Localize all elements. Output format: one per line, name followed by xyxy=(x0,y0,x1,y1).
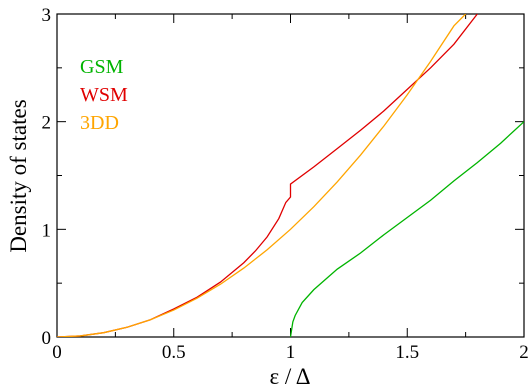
legend-entry-gsm: GSM xyxy=(80,56,124,78)
series-line-3dd xyxy=(57,14,467,337)
plot-frame xyxy=(56,13,525,338)
legend-entry-wsm: WSM xyxy=(80,84,128,106)
y-tick-label: 2 xyxy=(42,113,52,134)
x-tick-label: 1.5 xyxy=(395,342,419,363)
series-lines xyxy=(57,14,524,337)
y-tick-label: 1 xyxy=(42,220,52,241)
y-tick-label: 3 xyxy=(42,5,52,26)
y-axis-label: Density of states xyxy=(6,99,31,252)
series-line-gsm xyxy=(289,121,524,337)
x-tick-label: 0.5 xyxy=(162,342,186,363)
y-tick-label: 0 xyxy=(42,328,52,349)
x-tick-label: 0 xyxy=(52,342,62,363)
legend: GSM WSM 3DD xyxy=(80,56,128,134)
x-tick-label: 1 xyxy=(286,342,296,363)
legend-entry-3dd: 3DD xyxy=(80,112,119,134)
x-axis-label: ε / Δ xyxy=(269,364,310,387)
x-tick-label: 2 xyxy=(519,342,529,363)
